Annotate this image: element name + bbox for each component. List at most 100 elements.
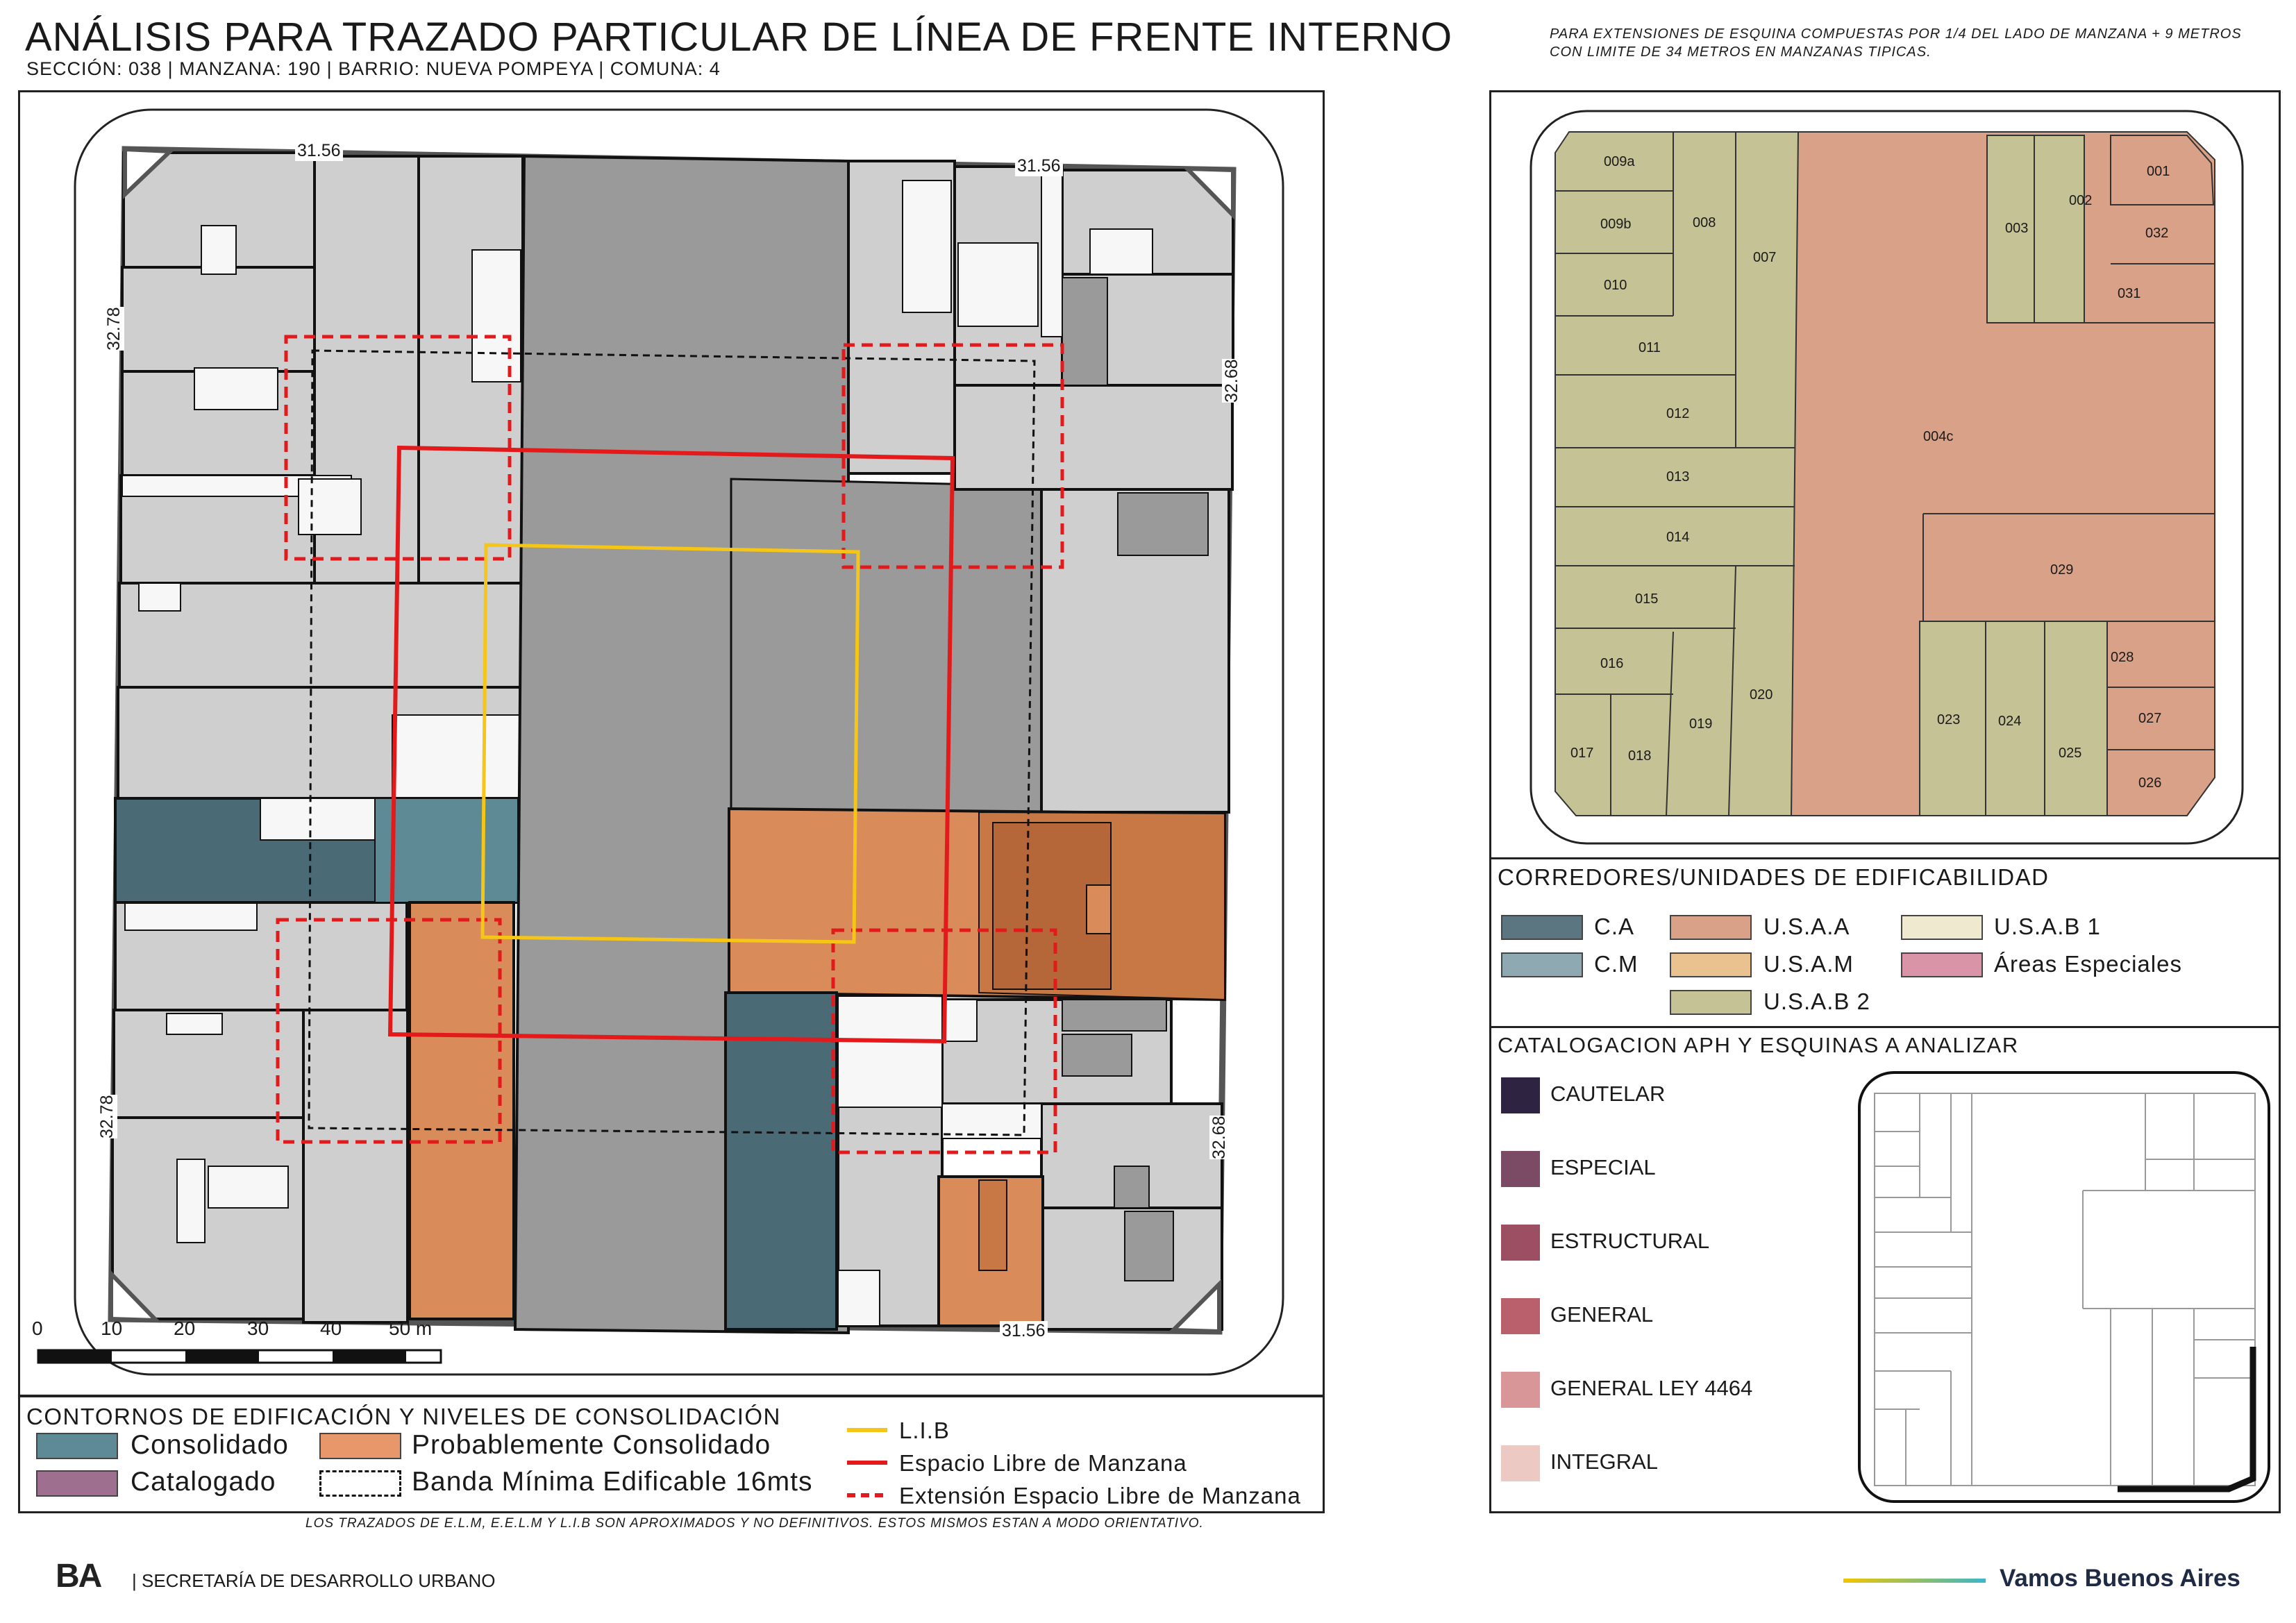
parcel-label: 032 <box>2145 226 2169 241</box>
lib-line <box>480 543 860 944</box>
cat-label: ESTRUCTURAL <box>1550 1229 1710 1253</box>
parcel <box>121 266 316 373</box>
parcel-label: 009a <box>1604 154 1635 169</box>
parcel-label: 003 <box>2005 221 2029 236</box>
corredor-label: U.S.A.B 1 <box>1994 914 2101 939</box>
parcel-label: 019 <box>1689 716 1713 732</box>
cat-label: GENERAL LEY 4464 <box>1550 1376 1753 1400</box>
parcel-label: 014 <box>1666 530 1690 545</box>
swatch-usam <box>1670 952 1752 977</box>
corredor-label: C.A <box>1594 914 1635 939</box>
dim-top-right: 31.56 <box>1015 156 1063 176</box>
corredor-label: U.S.A.B 2 <box>1763 989 1870 1014</box>
swatch-usaa <box>1670 915 1752 940</box>
swatch-catalogado <box>36 1470 118 1497</box>
scale-tick: 0 <box>32 1318 43 1339</box>
swatch-cm <box>1501 952 1583 977</box>
parcel-label: 018 <box>1628 748 1652 764</box>
parcel-label: 029 <box>2050 562 2074 578</box>
corredor-label: U.S.A.M <box>1763 951 1854 977</box>
scale-tick: 20 <box>174 1318 196 1339</box>
swatch-estructural <box>1501 1225 1540 1261</box>
vamos-logo: Vamos Buenos Aires <box>2000 1565 2240 1592</box>
swatch-integral <box>1501 1445 1540 1481</box>
parcel-label: 023 <box>1937 712 1961 728</box>
corredor-label: U.S.A.A <box>1763 914 1850 939</box>
parcel-label: 002 <box>2069 193 2093 208</box>
legend-title: CONTORNOS DE EDIFICACIÓN Y NIVELES DE CO… <box>26 1404 781 1429</box>
catalogacion-title: CATALOGACION APH Y ESQUINAS A ANALIZAR <box>1498 1033 2019 1057</box>
parcel-consolidado <box>724 991 838 1331</box>
swatch-usab1 <box>1901 915 1983 940</box>
corredor-label: C.M <box>1594 951 1639 977</box>
cat-label: GENERAL <box>1550 1302 1654 1327</box>
banda-minima <box>308 349 1036 1136</box>
parcel-label: 028 <box>2111 650 2134 665</box>
divider <box>1491 1026 2279 1028</box>
espacio-libre-manzana <box>387 445 955 1044</box>
parcel-label: 020 <box>1750 687 1773 703</box>
parcel-label: 016 <box>1600 656 1624 671</box>
parcel-label: 010 <box>1604 278 1627 293</box>
parcel-label: 013 <box>1666 469 1690 485</box>
parcel-label: 026 <box>2138 775 2162 791</box>
parcel-label: 012 <box>1666 406 1690 421</box>
header-note: PARA EXTENSIONES DE ESQUINA COMPUESTAS P… <box>1550 26 2242 60</box>
parcel <box>118 582 523 689</box>
parcel-label: 009b <box>1600 217 1632 232</box>
parcel-label: 025 <box>2059 746 2082 761</box>
page-subtitle: SECCIÓN: 038 | MANZANA: 190 | BARRIO: NU… <box>26 58 721 79</box>
corredor-label: Áreas Especiales <box>1994 951 2182 977</box>
parcel-label: 024 <box>1998 714 2022 729</box>
legend-probable: Probablemente Consolidado <box>412 1430 771 1460</box>
scale-tick: 40 <box>320 1318 342 1339</box>
legend-lib: L.I.B <box>899 1418 950 1443</box>
parcel-label: 001 <box>2147 164 2170 179</box>
corner-highlight <box>2118 1347 2256 1492</box>
footer-note: LOS TRAZADOS DE E.L.M, E.E.L.M Y L.I.B S… <box>305 1516 1204 1531</box>
legend-consolidado: Consolidado <box>131 1430 289 1460</box>
parcel-label: 031 <box>2118 286 2141 301</box>
scale-tick: 10 <box>101 1318 123 1339</box>
parcel-label: 004c <box>1923 429 1954 444</box>
parcel-label: 008 <box>1693 215 1716 230</box>
dim-top-left: 31.56 <box>295 141 343 161</box>
swatch-areas-especiales <box>1901 952 1983 977</box>
swatch-usab2 <box>1670 990 1752 1015</box>
legend-catalogado: Catalogado <box>131 1467 276 1497</box>
legend-panel <box>18 1395 1325 1513</box>
parcel <box>302 1009 409 1324</box>
page-title: ANÁLISIS PARA TRAZADO PARTICULAR DE LÍNE… <box>25 15 1453 60</box>
legend-elm: Espacio Libre de Manzana <box>899 1450 1187 1476</box>
scale-tick: 30 <box>247 1318 269 1339</box>
swatch-general-ley <box>1501 1372 1540 1408</box>
swatch-banda <box>319 1470 401 1497</box>
scale-bar <box>37 1349 442 1364</box>
cat-label: INTEGRAL <box>1550 1449 1659 1474</box>
scale-tick: 50 m <box>389 1318 433 1339</box>
corredores-title: CORREDORES/UNIDADES DE EDIFICABILIDAD <box>1498 864 2050 890</box>
swatch-consolidado <box>36 1433 118 1459</box>
parcel-label: 027 <box>2138 711 2162 726</box>
parcel-label: 017 <box>1570 746 1594 761</box>
swatch-probable <box>319 1433 401 1459</box>
parcel-label: 011 <box>1639 340 1661 355</box>
swatch-general <box>1501 1298 1540 1334</box>
parcel-probable <box>408 901 515 1320</box>
swatch-ca <box>1501 915 1583 940</box>
legend-banda: Banda Mínima Edificable 16mts <box>412 1467 813 1497</box>
swatch-especial <box>1501 1151 1540 1187</box>
parcel-label: 015 <box>1635 591 1659 607</box>
parcel-label: 007 <box>1753 250 1777 265</box>
ba-logo: BA <box>56 1558 102 1595</box>
divider <box>1491 857 2279 859</box>
parcel <box>111 1116 305 1320</box>
secretaria-label: | SECRETARÍA DE DESARROLLO URBANO <box>132 1570 496 1591</box>
swatch-cautelar <box>1501 1077 1540 1113</box>
cat-label: ESPECIAL <box>1550 1155 1656 1179</box>
cat-label: CAUTELAR <box>1550 1082 1666 1106</box>
legend-eelm: Extensión Espacio Libre de Manzana <box>899 1483 1301 1508</box>
